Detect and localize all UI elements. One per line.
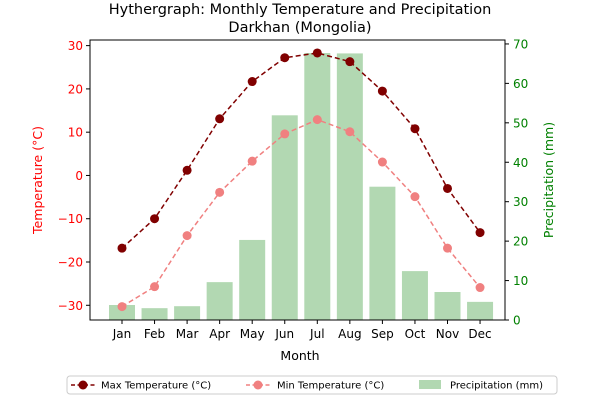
legend-max-marker <box>78 380 88 390</box>
precip-bar-nov <box>434 292 461 320</box>
left-tick-label: −20 <box>58 256 83 270</box>
x-tick-label: Jan <box>112 327 132 341</box>
max-temp-point-may <box>247 77 257 87</box>
precip-bar-sep <box>369 186 396 320</box>
precipitation-bars <box>109 53 494 320</box>
legend-min-label: Min Temperature (°C) <box>277 381 384 392</box>
min-temp-point-dec <box>475 283 485 293</box>
x-tick-label: Nov <box>436 327 459 341</box>
min-temp-point-oct <box>410 192 420 202</box>
x-tick-label: Jul <box>309 327 324 341</box>
precip-bar-jan <box>109 305 135 320</box>
x-tick-label: Oct <box>405 327 426 341</box>
max-temp-point-jul <box>312 48 322 58</box>
legend-max-label: Max Temperature (°C) <box>101 381 211 392</box>
precip-bar-jul <box>304 53 331 320</box>
max-temp-point-jun <box>280 53 290 63</box>
min-temp-point-feb <box>150 282 160 292</box>
max-temp-point-sep <box>377 86 387 96</box>
left-tick-label: 30 <box>68 39 83 53</box>
precip-bar-jun <box>271 115 298 320</box>
x-tick-label: Dec <box>468 327 491 341</box>
plot-frame <box>89 39 506 321</box>
right-tick-label: 50 <box>513 116 528 130</box>
right-tick-label: 10 <box>513 274 528 288</box>
legend: Max Temperature (°C) Min Temperature (°C… <box>66 375 558 395</box>
chart-subtitle: Darkhan (Mongolia) <box>228 20 371 36</box>
precip-bar-mar <box>174 306 201 320</box>
max-temp-point-nov <box>443 183 452 193</box>
left-tick-label: −10 <box>58 212 83 226</box>
left-tick-label: 0 <box>75 169 83 183</box>
min-temp-point-apr <box>215 187 225 197</box>
max-temp-point-aug <box>345 57 355 67</box>
x-axis-label: Month <box>280 348 319 363</box>
right-tick-label: 30 <box>513 195 528 209</box>
right-axis-ticks: 0 10 20 30 40 50 60 70 <box>505 37 528 328</box>
min-temp-point-sep <box>377 157 387 167</box>
temperature-lines <box>117 48 485 312</box>
precip-bar-aug <box>336 53 363 320</box>
x-axis-ticks: Jan Feb Mar Apr May Jun Jul Aug Sep Oct Nov Dec <box>112 320 492 341</box>
max-temp-point-dec <box>475 228 485 238</box>
legend-precip-swatch <box>419 380 441 389</box>
left-tick-label: 20 <box>68 82 83 96</box>
precip-bar-apr <box>206 282 233 320</box>
min-temp-point-jul <box>312 115 322 125</box>
right-tick-label: 70 <box>513 37 528 51</box>
max-temperature-line <box>121 52 481 249</box>
precip-bar-feb <box>141 308 168 320</box>
max-temp-point-oct <box>410 124 420 134</box>
precip-bar-dec <box>467 301 494 320</box>
min-temp-point-aug <box>345 127 355 137</box>
legend-precip-label: Precipitation (mm) <box>450 381 543 392</box>
min-temp-point-nov <box>443 243 452 253</box>
left-axis-label: Temperature (°C) <box>30 126 45 235</box>
x-tick-label: Apr <box>209 327 230 341</box>
min-temperature-line <box>121 118 481 308</box>
x-tick-label: Aug <box>338 327 361 341</box>
min-temp-point-jan <box>117 302 127 312</box>
x-tick-label: May <box>240 327 265 341</box>
max-temp-point-feb <box>150 214 160 224</box>
min-temp-point-mar <box>182 231 192 241</box>
right-axis-label: Precipitation (mm) <box>541 122 556 238</box>
legend-min-marker <box>253 380 263 390</box>
x-tick-label: Feb <box>144 327 165 341</box>
precip-bar-oct <box>401 271 428 320</box>
left-tick-label: 10 <box>68 126 83 140</box>
min-temp-point-jun <box>280 129 290 139</box>
left-axis-ticks: −30 −20 −10 0 10 20 30 <box>58 39 90 313</box>
max-temp-point-apr <box>215 114 225 124</box>
x-tick-label: Sep <box>371 327 394 341</box>
right-tick-label: 0 <box>513 314 521 328</box>
min-temp-point-may <box>247 156 257 166</box>
precip-bar-may <box>239 239 266 320</box>
x-tick-label: Mar <box>176 327 199 341</box>
right-tick-label: 40 <box>513 156 528 170</box>
max-temp-point-mar <box>182 165 192 175</box>
chart-title: Hythergraph: Monthly Temperature and Pre… <box>109 2 492 18</box>
left-tick-label: −30 <box>58 299 83 313</box>
right-tick-label: 20 <box>513 235 528 249</box>
x-tick-label: Jun <box>274 327 294 341</box>
right-tick-label: 60 <box>513 77 528 91</box>
max-temp-point-jan <box>117 243 127 253</box>
